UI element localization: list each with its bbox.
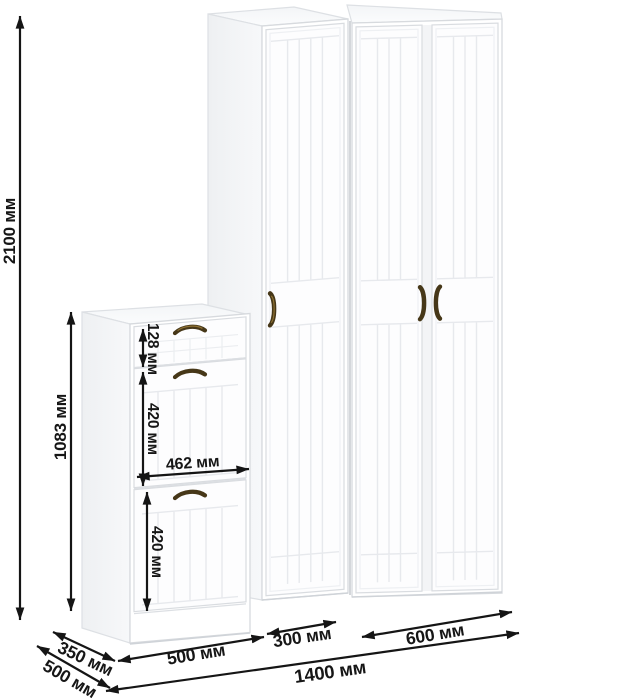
dim-label-lower-door-height: 420 мм [148, 526, 165, 578]
cabinet-side-face [81, 311, 131, 644]
dim-label-cabinet-height: 1083 мм [51, 394, 70, 460]
cabinet-lower-door-handle [172, 489, 208, 501]
wardrobe-floor-edge [261, 591, 503, 601]
cabinet-upper-door-grooves [142, 383, 238, 482]
wide-wardrobe-door-gap [422, 24, 432, 592]
narrow-wardrobe-handle-highlight [270, 295, 275, 323]
right-door-grooves [437, 34, 493, 581]
dim-label-drawer-height: 128 мм [144, 323, 161, 375]
dim-lower-door-height: 420 мм [142, 491, 165, 612]
dim-narrow-wardrobe-width: 300 мм [266, 619, 337, 651]
dim-label-cabinet-inner-width: 462 мм [165, 453, 220, 474]
cabinet-lower-door-grooves [142, 504, 238, 606]
cabinet-upper-door-handle [172, 368, 208, 380]
tall-wardrobe-unit [207, 4, 503, 601]
wide-wardrobe [351, 18, 503, 598]
dim-cabinet-height: 1083 мм [51, 311, 76, 612]
wide-wardrobe-left-handle [417, 285, 427, 322]
cabinet-drawer-handle-highlight [177, 325, 203, 331]
dim-label-total-height: 2100 мм [0, 198, 19, 264]
left-door-inner-frame [359, 28, 419, 590]
dim-drawer-height: 128 мм [138, 323, 161, 375]
narrow-wardrobe [261, 18, 349, 601]
left-door-grooves [361, 36, 417, 583]
narrow-wardrobe-door [265, 22, 345, 597]
dim-label-total-width: 1400 мм [293, 656, 368, 687]
cabinet-drawer-handle [172, 324, 208, 336]
dim-total-height: 2100 мм [0, 15, 25, 621]
narrow-door-grooves [271, 35, 339, 584]
dim-cabinet-inner-width: 462 мм [136, 453, 250, 481]
dim-label-cabinet-width: 500 мм [165, 639, 226, 668]
dim-label-upper-door-height: 420 мм [144, 403, 161, 455]
narrow-door-inner-frame [269, 27, 341, 592]
wide-wardrobe-right-handle [433, 284, 443, 321]
cabinet-base-line [134, 603, 246, 615]
dim-label-narrow-wardrobe-width: 300 мм [272, 623, 333, 651]
dim-wide-wardrobe-width: 600 мм [361, 609, 513, 649]
cabinet-divider-1 [134, 357, 246, 369]
wide-wardrobe-right-door [431, 22, 499, 592]
cabinet-drawer-grooves [142, 333, 238, 364]
